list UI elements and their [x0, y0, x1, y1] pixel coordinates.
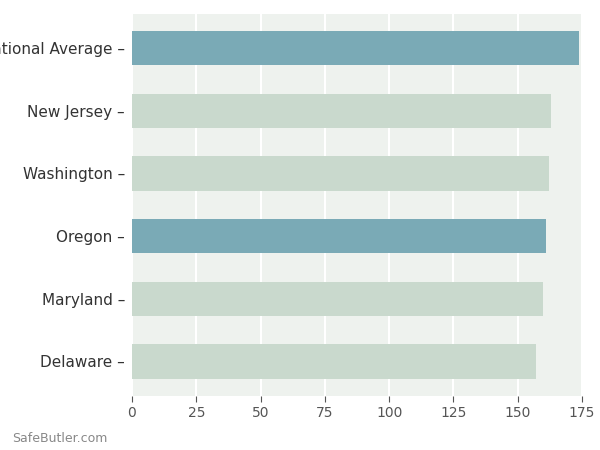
Bar [132, 219, 546, 253]
Bar [132, 156, 548, 191]
Bar [132, 31, 580, 65]
Bar [132, 94, 551, 128]
Bar [132, 344, 536, 378]
Text: SafeButler.com: SafeButler.com [12, 432, 107, 446]
Bar [132, 282, 544, 316]
